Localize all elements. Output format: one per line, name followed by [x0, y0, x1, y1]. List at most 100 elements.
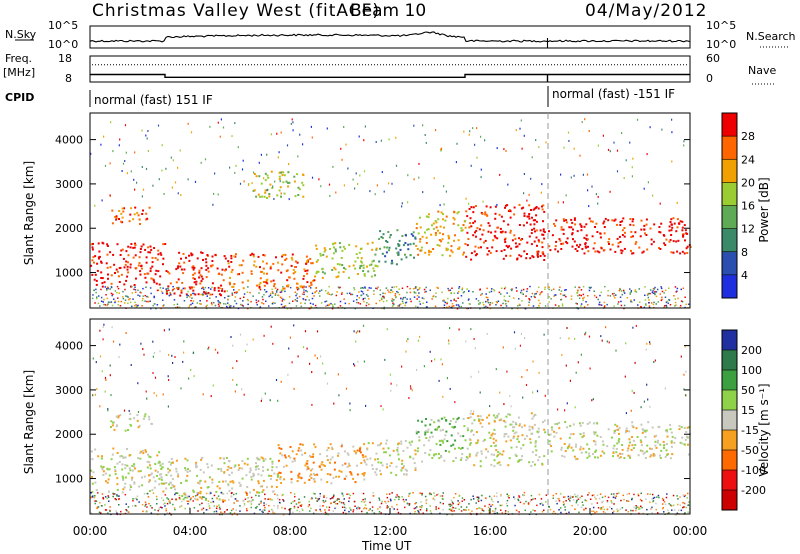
data-cell	[272, 292, 274, 294]
data-cell	[297, 506, 299, 509]
data-cell	[651, 512, 653, 514]
data-cell	[490, 434, 493, 437]
data-cell	[646, 450, 648, 453]
data-cell	[317, 498, 319, 500]
data-cell	[197, 510, 199, 512]
data-cell	[401, 300, 404, 303]
data-cell	[246, 291, 249, 293]
data-cell	[230, 257, 233, 260]
data-cell	[144, 248, 147, 251]
data-cell	[417, 232, 420, 235]
data-cell	[252, 488, 255, 491]
data-cell	[367, 295, 369, 297]
data-cell	[660, 449, 663, 452]
data-cell	[338, 469, 341, 472]
data-cell	[517, 416, 520, 419]
data-cell	[176, 306, 179, 308]
data-cell	[329, 461, 331, 464]
data-cell	[305, 262, 308, 265]
data-cell	[565, 364, 567, 367]
data-cell	[134, 188, 136, 191]
data-cell	[173, 299, 176, 301]
data-cell	[509, 254, 512, 257]
data-cell	[664, 429, 667, 432]
data-cell	[167, 287, 169, 290]
data-cell	[580, 289, 583, 291]
data-cell	[292, 300, 294, 302]
data-cell	[192, 265, 195, 268]
data-cell	[268, 195, 271, 198]
data-cell	[198, 271, 201, 274]
data-cell	[561, 303, 564, 305]
data-cell	[148, 490, 151, 492]
data-cell	[474, 347, 476, 350]
data-cell	[509, 216, 512, 219]
data-cell	[503, 419, 506, 422]
data-cell	[211, 282, 214, 285]
data-cell	[503, 287, 506, 290]
data-cell	[638, 506, 640, 509]
data-cell	[393, 286, 395, 288]
data-cell	[143, 353, 145, 356]
data-cell	[306, 465, 309, 468]
data-cell	[129, 301, 132, 304]
data-cell	[122, 488, 125, 491]
data-cell	[588, 130, 590, 132]
data-cell	[425, 141, 427, 144]
data-cell	[417, 339, 419, 342]
data-cell	[294, 266, 297, 268]
data-cell	[556, 422, 559, 425]
data-cell	[309, 302, 312, 305]
data-cell	[165, 270, 168, 272]
data-cell	[247, 279, 250, 282]
data-cell	[538, 146, 540, 149]
data-cell	[362, 293, 365, 295]
data-cell	[363, 472, 366, 474]
data-cell	[296, 297, 299, 299]
data-cell	[304, 270, 307, 272]
data-cell	[502, 302, 504, 305]
data-cell	[312, 512, 315, 515]
data-cell	[138, 424, 141, 427]
data-cell	[649, 455, 652, 458]
data-cell	[192, 351, 194, 354]
data-cell	[259, 277, 262, 280]
data-cell	[450, 299, 452, 302]
data-cell	[116, 243, 119, 246]
data-cell	[241, 271, 244, 274]
data-cell	[430, 418, 433, 421]
data-cell	[272, 490, 275, 493]
power-ylabel: Slant Range [km]	[22, 161, 36, 265]
data-cell	[500, 215, 503, 218]
data-cell	[354, 267, 357, 270]
data-cell	[577, 498, 580, 500]
data-cell	[149, 467, 152, 470]
data-cell	[281, 506, 283, 509]
data-cell	[655, 434, 658, 437]
data-cell	[198, 269, 201, 272]
data-cell	[360, 260, 362, 263]
data-cell	[195, 466, 198, 469]
data-cell	[461, 497, 464, 499]
data-cell	[579, 424, 582, 427]
data-cell	[602, 134, 604, 137]
data-cell	[681, 250, 684, 253]
data-cell	[210, 501, 212, 504]
data-cell	[299, 504, 302, 507]
data-cell	[596, 502, 599, 504]
data-cell	[389, 498, 392, 501]
data-cell	[553, 435, 556, 438]
data-cell	[623, 304, 626, 307]
data-cell	[567, 495, 570, 498]
data-cell	[216, 267, 219, 270]
data-cell	[554, 423, 557, 426]
data-cell	[427, 428, 430, 431]
data-cell	[309, 307, 312, 310]
data-cell	[433, 453, 436, 456]
data-cell	[115, 415, 118, 418]
data-cell	[256, 491, 258, 494]
data-cell	[506, 370, 508, 373]
data-cell	[342, 271, 345, 273]
x-tick-label: 00:00	[673, 524, 708, 538]
data-cell	[194, 497, 197, 500]
